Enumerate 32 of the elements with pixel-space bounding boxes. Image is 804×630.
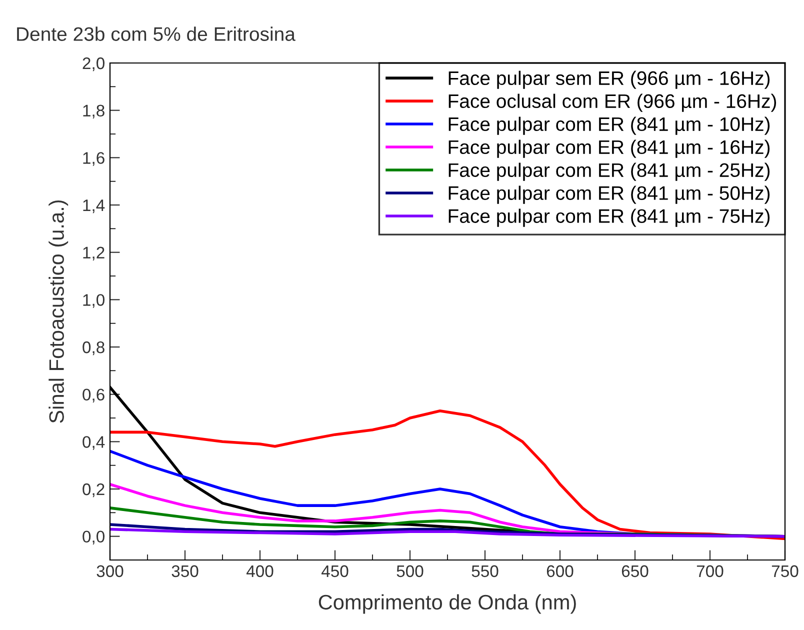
x-tick-label: 450 (321, 565, 348, 578)
y-tick-label: 0,8 (82, 341, 104, 356)
x-tick-label: 750 (772, 565, 798, 578)
y-tick-label: 1,0 (83, 294, 104, 308)
y-tick-label: 0,6 (82, 388, 104, 403)
y-tick-label: 1,4 (83, 200, 105, 214)
legend-label: Face pulpar sem ER (966 µm - 16Hz) (448, 70, 770, 89)
legend-label: Face pulpar com ER (841 µm - 50Hz) (448, 186, 770, 204)
x-tick-label: 300 (96, 565, 124, 578)
y-tick-label: 1,2 (83, 246, 104, 261)
x-tick-label: 650 (622, 565, 648, 578)
legend-label: Face pulpar com ER (841 µm - 10Hz) (448, 116, 770, 135)
y-tick-label: 1,8 (83, 104, 104, 119)
x-tick-label: 350 (172, 565, 198, 578)
legend-label: Face oclusal com ER (966 µm - 16Hz) (448, 94, 776, 112)
legend-label: Face pulpar com ER (841 µm - 16Hz) (448, 140, 770, 158)
y-tick-label: 0,4 (82, 436, 105, 450)
y-tick-label: 1,6 (83, 152, 104, 166)
y-tick-label: 2,0 (82, 57, 104, 72)
y-axis-title: Sinal Fotoacustico (u.a.) (48, 200, 68, 423)
x-tick-label: 550 (472, 565, 498, 578)
x-tick-label: 500 (396, 565, 424, 578)
x-axis-title: Comprimento de Onda (nm) (318, 594, 576, 614)
x-tick-label: 400 (246, 565, 274, 578)
line-series (110, 528, 785, 538)
legend-label: Face pulpar com ER (841 µm - 75Hz) (448, 208, 770, 227)
legend-label: Face pulpar com ER (841 µm - 25Hz) (448, 162, 770, 181)
chart-title: Dente 23b com 5% de Eritrosina (17, 26, 296, 41)
y-tick-label: 0,2 (82, 483, 104, 498)
y-tick-label: 0,0 (82, 530, 104, 545)
x-tick-label: 700 (696, 565, 724, 578)
x-tick-label: 600 (546, 565, 574, 578)
